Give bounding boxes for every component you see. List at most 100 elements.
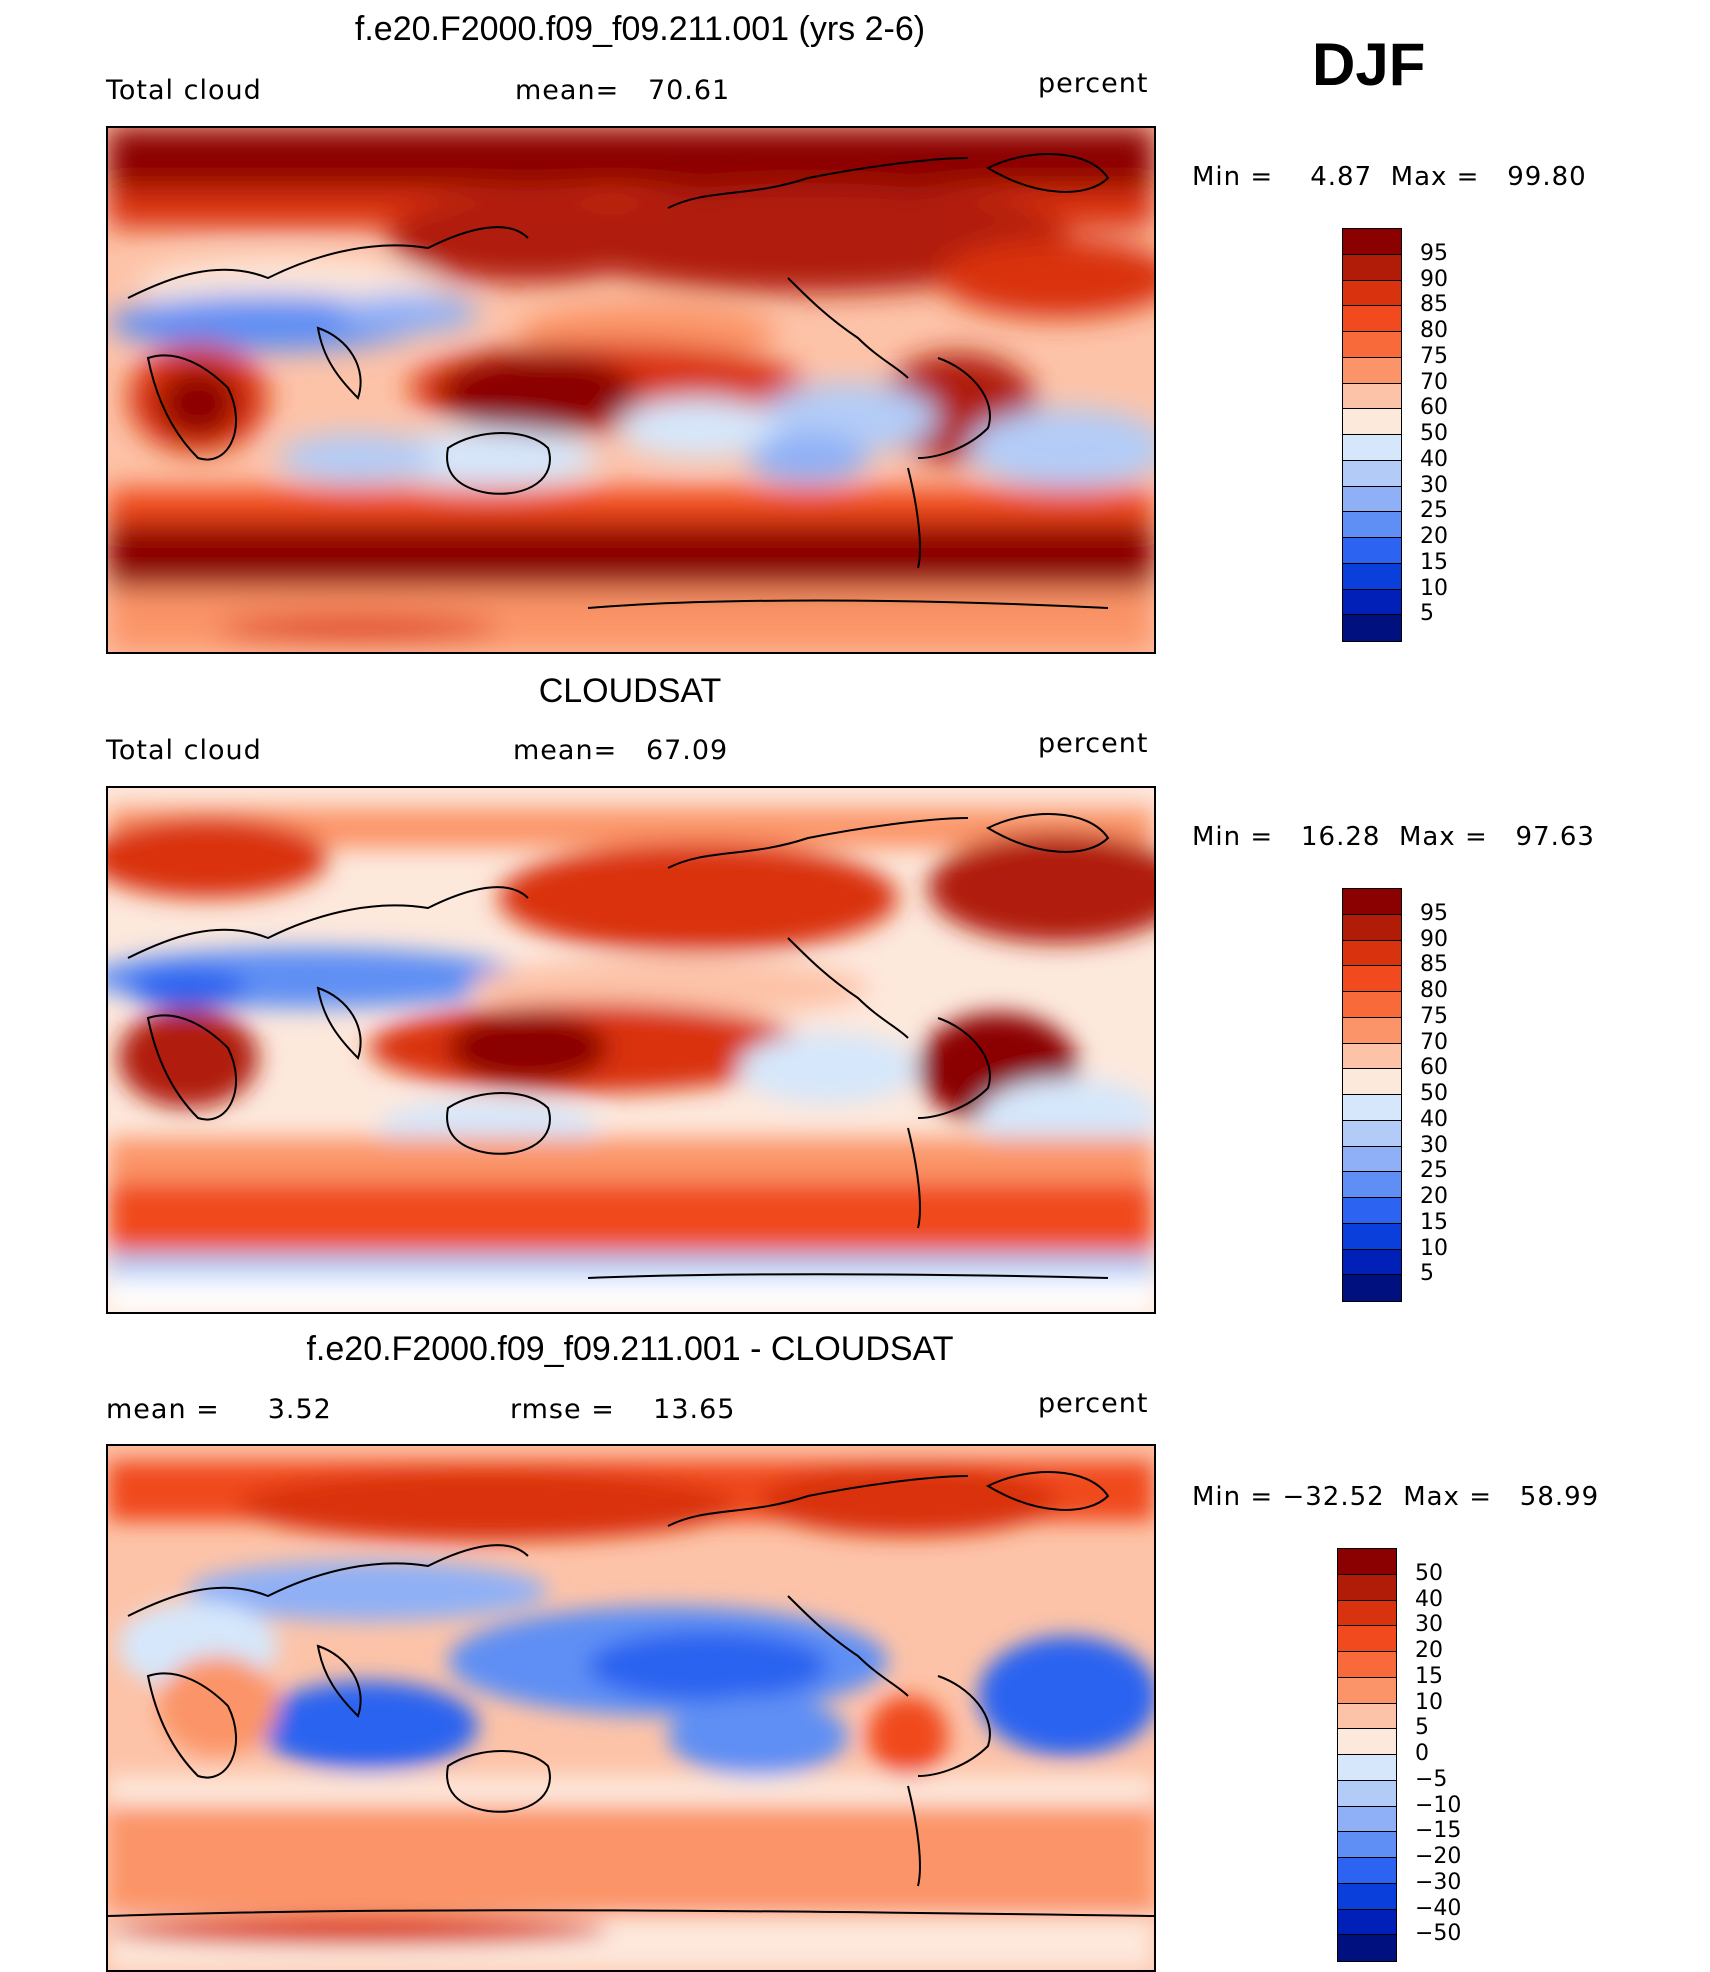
colorbar-swatch [1338, 1858, 1396, 1884]
colorbar-tick-label: 10 [1415, 1689, 1443, 1715]
colorbar-swatch [1343, 512, 1401, 538]
colorbar-tick-label: 95 [1420, 240, 1448, 266]
colorbar-swatch [1343, 914, 1401, 941]
panel-diff-right-label: percent [1038, 1388, 1149, 1419]
panel-model-right-label: percent [1038, 68, 1149, 99]
colorbar-swatch [1343, 1069, 1401, 1095]
colorbar-tick-label: −30 [1415, 1869, 1462, 1895]
panel-model-left-label: Total cloud [106, 75, 262, 106]
colorbar-tick-label: 40 [1420, 446, 1448, 472]
panel-obs-colorbar [1342, 888, 1402, 1302]
colorbar-swatch [1338, 1780, 1396, 1807]
colorbar-swatch [1338, 1626, 1396, 1652]
panel-model-minmax: Min = 4.87 Max = 99.80 [1192, 162, 1587, 192]
colorbar-tick-label: 30 [1415, 1612, 1443, 1638]
colorbar-tick-label: 5 [1415, 1715, 1429, 1741]
colorbar-tick-label: 0 [1415, 1741, 1429, 1766]
colorbar-swatch [1343, 280, 1401, 307]
panel-obs-center-label: mean= 67.09 [513, 735, 729, 766]
colorbar-swatch [1338, 1832, 1396, 1858]
colorbar-swatch [1343, 1198, 1401, 1224]
colorbar-tick-label: 70 [1420, 1029, 1448, 1055]
panel-diff-colorbar-swatches [1338, 1549, 1396, 1961]
colorbar-tick-label: 5 [1420, 1261, 1434, 1287]
colorbar-swatch [1338, 1806, 1396, 1833]
colorbar-swatch [1343, 563, 1401, 590]
colorbar-tick-label: 50 [1420, 1081, 1448, 1106]
colorbar-tick-label: 60 [1420, 1055, 1448, 1081]
colorbar-tick-label: 5 [1420, 601, 1434, 627]
colorbar-swatch [1338, 1729, 1396, 1755]
colorbar-swatch [1343, 1146, 1401, 1173]
colorbar-tick-label: 80 [1420, 978, 1448, 1003]
panel-diff-minmax: Min = −32.52 Max = 58.99 [1192, 1482, 1600, 1512]
colorbar-swatch [1343, 966, 1401, 992]
colorbar-tick-label: 15 [1415, 1663, 1443, 1689]
colorbar-tick-label: 15 [1420, 1209, 1448, 1235]
colorbar-swatch [1343, 1043, 1401, 1070]
colorbar-swatch [1343, 1249, 1401, 1276]
colorbar-tick-label: 40 [1420, 1106, 1448, 1132]
colorbar-swatch [1338, 1677, 1396, 1704]
colorbar-tick-label: 60 [1420, 395, 1448, 421]
panel-obs-map [106, 786, 1156, 1314]
panel-model-colorbar-labels: 95 90 85 80 75 70 60 50 40 30 25 20 15 10 5 [1420, 228, 1500, 640]
panel-model-colorbar [1342, 228, 1402, 642]
colorbar-tick-label: 25 [1420, 1158, 1448, 1184]
colorbar-swatch [1343, 1017, 1401, 1044]
colorbar-swatch [1343, 332, 1401, 358]
panel-diff-left-label: mean = 3.52 [106, 1394, 332, 1425]
panel-obs-right-label: percent [1038, 728, 1149, 759]
colorbar-swatch [1338, 1909, 1396, 1936]
panel-diff-map [106, 1444, 1156, 1972]
colorbar-swatch [1343, 940, 1401, 967]
panel-model-map [106, 126, 1156, 654]
colorbar-swatch [1343, 229, 1401, 255]
colorbar-tick-label: 50 [1415, 1560, 1443, 1586]
panel-obs-left-label: Total cloud [106, 735, 262, 766]
colorbar-swatch [1343, 589, 1401, 616]
colorbar-tick-label: 10 [1420, 575, 1448, 601]
colorbar-tick-label: 20 [1415, 1638, 1443, 1663]
colorbar-tick-label: 25 [1420, 498, 1448, 524]
colorbar-swatch [1338, 1935, 1396, 1961]
colorbar-swatch [1343, 460, 1401, 487]
panel-obs-colorbar-swatches [1343, 889, 1401, 1301]
colorbar-swatch [1343, 992, 1401, 1018]
colorbar-swatch [1338, 1703, 1396, 1730]
colorbar-swatch [1343, 1095, 1401, 1121]
colorbar-tick-label: −20 [1415, 1844, 1462, 1869]
colorbar-tick-label: 95 [1420, 900, 1448, 926]
colorbar-swatch [1338, 1883, 1396, 1910]
colorbar-tick-label: −50 [1415, 1921, 1462, 1947]
panel-obs-title: CLOUDSAT [538, 672, 722, 710]
colorbar-tick-label: 90 [1420, 926, 1448, 952]
panel-model-center-label: mean= 70.61 [515, 75, 731, 106]
panel-obs-map-field [108, 788, 1154, 1312]
colorbar-swatch [1343, 383, 1401, 410]
colorbar-tick-label: 75 [1420, 1003, 1448, 1029]
colorbar-swatch [1338, 1652, 1396, 1678]
panel-model-map-field [108, 128, 1154, 652]
panel-model-colorbar-swatches [1343, 229, 1401, 641]
colorbar-tick-label: −5 [1415, 1766, 1448, 1792]
colorbar-tick-label: 40 [1415, 1586, 1443, 1612]
colorbar-swatch [1338, 1600, 1396, 1627]
colorbar-swatch [1343, 409, 1401, 435]
colorbar-swatch [1343, 435, 1401, 461]
panel-diff-center-label: rmse = 13.65 [510, 1394, 736, 1425]
colorbar-swatch [1338, 1755, 1396, 1781]
colorbar-tick-label: 30 [1420, 1132, 1448, 1158]
colorbar-swatch [1343, 1223, 1401, 1250]
panel-diff-title: f.e20.F2000.f09_f09.211.001 - CLOUDSAT [306, 1330, 954, 1368]
colorbar-tick-label: 15 [1420, 549, 1448, 575]
colorbar-tick-label: 20 [1420, 1184, 1448, 1209]
colorbar-swatch [1343, 357, 1401, 384]
colorbar-swatch [1343, 306, 1401, 332]
colorbar-swatch [1343, 486, 1401, 513]
colorbar-tick-label: 75 [1420, 343, 1448, 369]
colorbar-swatch [1343, 1120, 1401, 1147]
colorbar-swatch [1343, 615, 1401, 641]
colorbar-swatch [1343, 254, 1401, 281]
colorbar-tick-label: −10 [1415, 1792, 1462, 1818]
